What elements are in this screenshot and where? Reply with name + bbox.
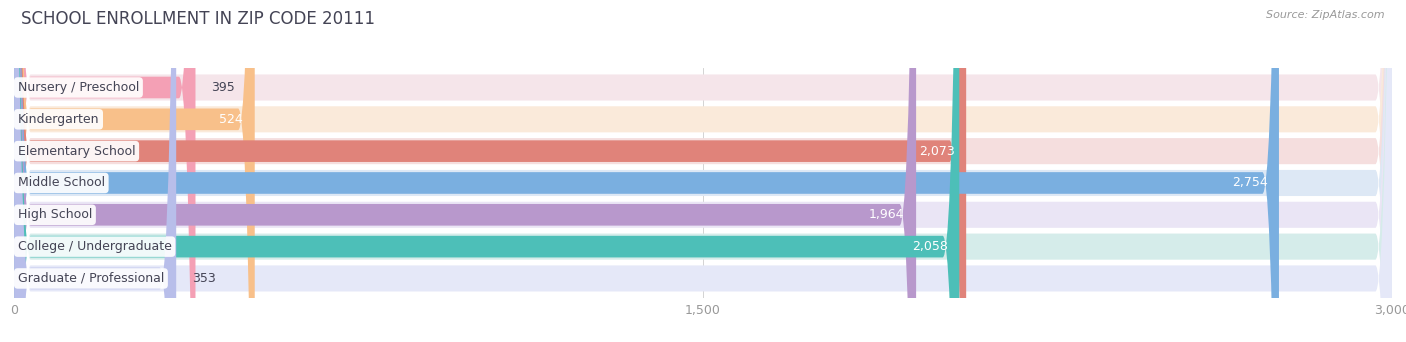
Text: 2,058: 2,058 <box>912 240 948 253</box>
Text: 1,964: 1,964 <box>869 208 904 221</box>
Text: Nursery / Preschool: Nursery / Preschool <box>18 81 139 94</box>
FancyBboxPatch shape <box>14 0 1392 342</box>
Text: College / Undergraduate: College / Undergraduate <box>18 240 172 253</box>
Text: Kindergarten: Kindergarten <box>18 113 100 126</box>
FancyBboxPatch shape <box>14 0 1392 342</box>
FancyBboxPatch shape <box>14 0 1392 342</box>
Text: 2,073: 2,073 <box>920 145 955 158</box>
FancyBboxPatch shape <box>14 0 1392 342</box>
Text: Source: ZipAtlas.com: Source: ZipAtlas.com <box>1267 10 1385 20</box>
Text: 395: 395 <box>211 81 235 94</box>
FancyBboxPatch shape <box>14 0 1392 342</box>
FancyBboxPatch shape <box>14 0 917 342</box>
Text: Middle School: Middle School <box>18 176 105 189</box>
Text: Elementary School: Elementary School <box>18 145 135 158</box>
Text: 353: 353 <box>193 272 217 285</box>
FancyBboxPatch shape <box>14 0 966 342</box>
Text: High School: High School <box>18 208 93 221</box>
FancyBboxPatch shape <box>14 0 254 342</box>
Text: 524: 524 <box>219 113 243 126</box>
FancyBboxPatch shape <box>14 0 1392 342</box>
Text: Graduate / Professional: Graduate / Professional <box>18 272 165 285</box>
FancyBboxPatch shape <box>14 0 1392 342</box>
Text: 2,754: 2,754 <box>1232 176 1267 189</box>
FancyBboxPatch shape <box>14 0 959 342</box>
FancyBboxPatch shape <box>14 0 195 342</box>
FancyBboxPatch shape <box>14 0 1279 342</box>
FancyBboxPatch shape <box>14 0 176 342</box>
Text: SCHOOL ENROLLMENT IN ZIP CODE 20111: SCHOOL ENROLLMENT IN ZIP CODE 20111 <box>21 10 375 28</box>
